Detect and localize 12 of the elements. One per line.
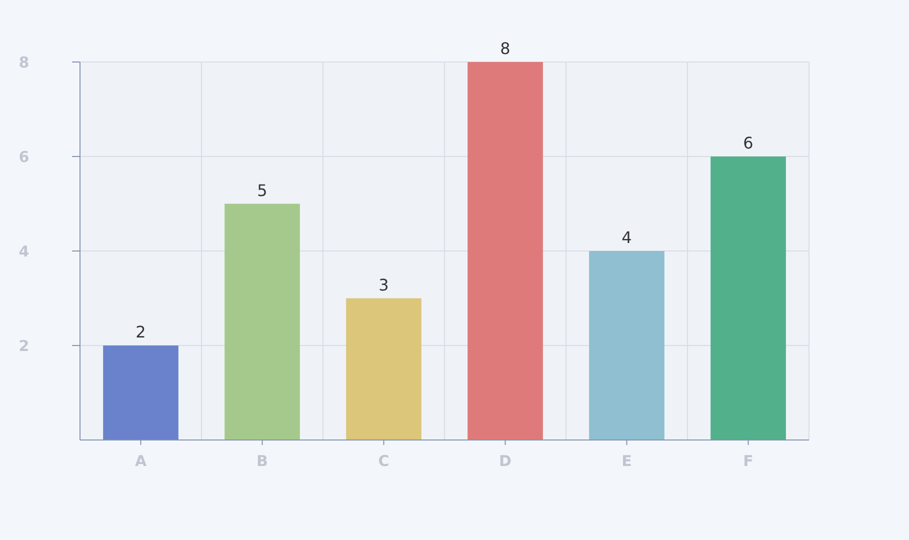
bar [224,204,300,440]
bar [589,251,664,440]
data-label: 5 [257,180,268,200]
data-label: 8 [500,39,510,58]
bar [346,298,422,440]
bar [468,62,543,440]
data-label: 6 [743,134,754,152]
bar [710,156,786,440]
data-label: 4 [622,228,632,247]
bar [103,346,178,440]
data-label: 2 [136,322,146,342]
data-label: 3 [378,275,389,294]
